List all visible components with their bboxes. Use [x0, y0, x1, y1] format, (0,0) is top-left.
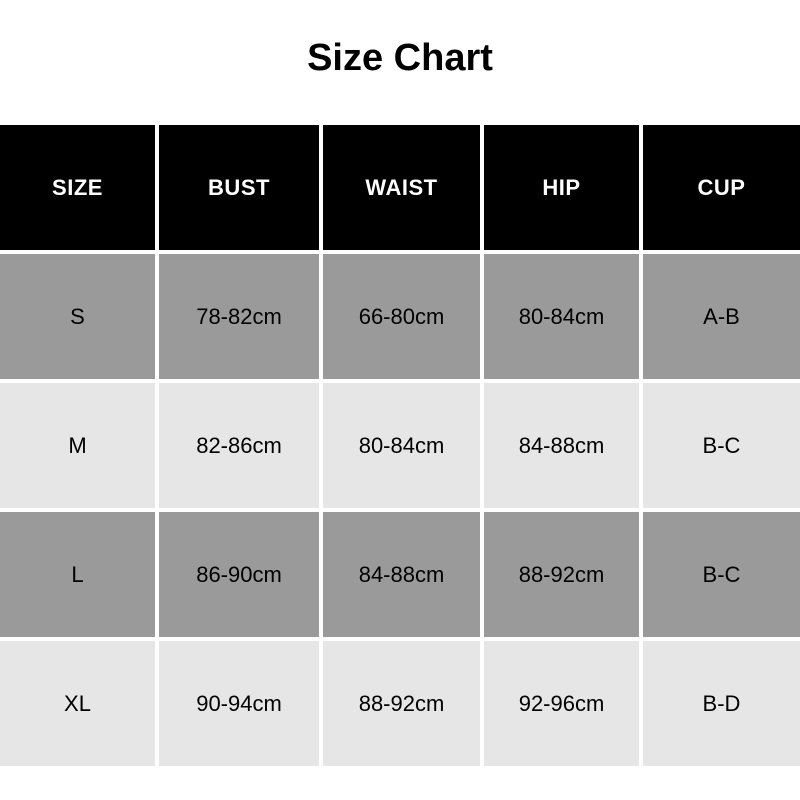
- cell-l-hip: 88-92cm: [484, 512, 639, 637]
- cell-l-cup: B-C: [643, 512, 800, 637]
- cell-m-hip: 84-88cm: [484, 383, 639, 508]
- header-cell-bust: BUST: [159, 125, 319, 250]
- cell-m-cup: B-C: [643, 383, 800, 508]
- cell-xl-size: XL: [0, 641, 155, 766]
- header-cell-waist: WAIST: [323, 125, 480, 250]
- cell-m-waist: 80-84cm: [323, 383, 480, 508]
- header-cell-size: SIZE: [0, 125, 155, 250]
- cell-s-hip: 80-84cm: [484, 254, 639, 379]
- cell-l-size: L: [0, 512, 155, 637]
- cell-s-cup: A-B: [643, 254, 800, 379]
- page-title: Size Chart: [307, 37, 493, 79]
- cell-l-waist: 84-88cm: [323, 512, 480, 637]
- header-cell-hip: HIP: [484, 125, 639, 250]
- cell-s-size: S: [0, 254, 155, 379]
- cell-m-size: M: [0, 383, 155, 508]
- size-chart-table: SIZE BUST WAIST HIP CUP S 78-82cm 66-80c…: [0, 125, 800, 766]
- cell-xl-bust: 90-94cm: [159, 641, 319, 766]
- cell-xl-hip: 92-96cm: [484, 641, 639, 766]
- cell-l-bust: 86-90cm: [159, 512, 319, 637]
- cell-m-bust: 82-86cm: [159, 383, 319, 508]
- header-cell-cup: CUP: [643, 125, 800, 250]
- cell-s-bust: 78-82cm: [159, 254, 319, 379]
- cell-xl-cup: B-D: [643, 641, 800, 766]
- cell-s-waist: 66-80cm: [323, 254, 480, 379]
- cell-xl-waist: 88-92cm: [323, 641, 480, 766]
